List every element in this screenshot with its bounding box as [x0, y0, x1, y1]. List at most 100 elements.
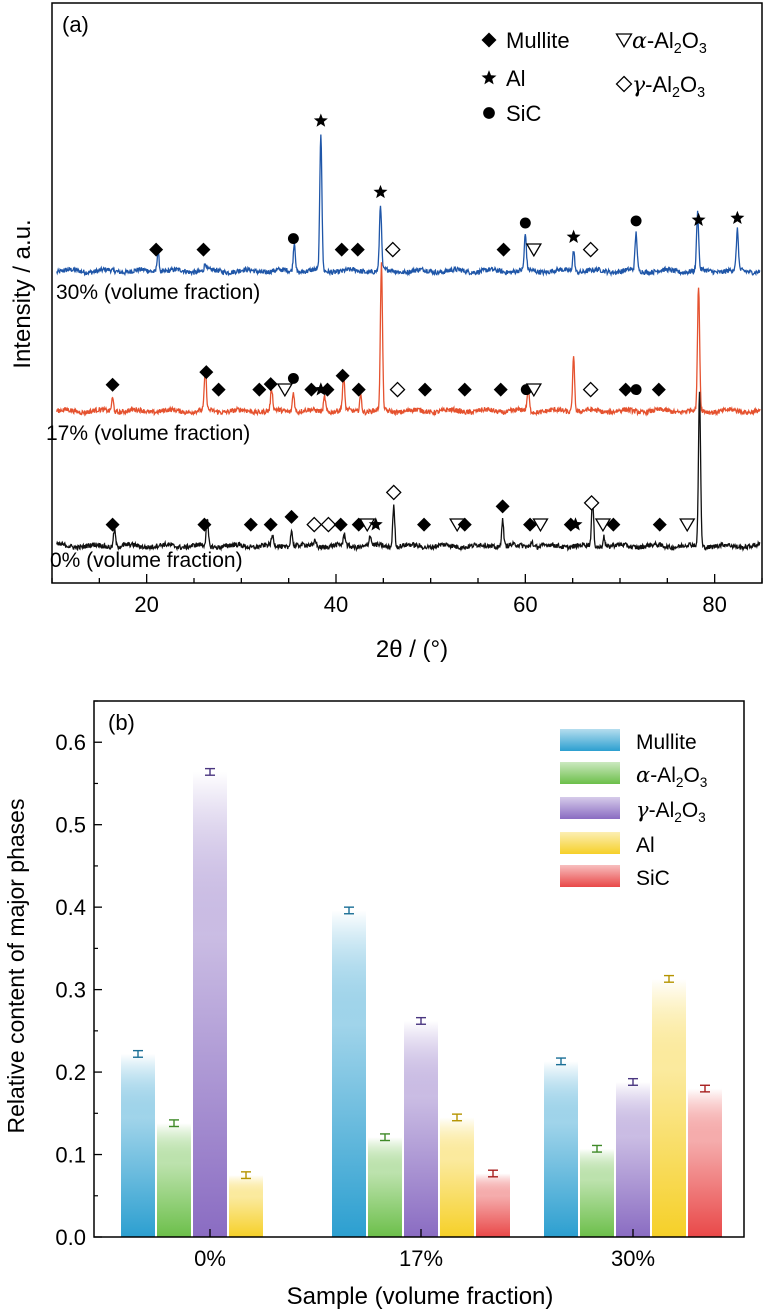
series-label-30: 30% (volume fraction): [56, 281, 260, 304]
legend-label: Al: [506, 66, 526, 91]
bar: [368, 1137, 402, 1237]
mullite-marker: [304, 382, 319, 397]
sic-marker: [483, 107, 495, 119]
mullite-marker: [105, 377, 120, 392]
legend-label: γ-Al2O3: [636, 798, 706, 825]
bar-panel: 0.0 0.1 0.2 0.3 0.4 0.5 0.6 0% 17% 30% (b) Mulli…: [3, 700, 745, 1310]
y-tick-label: 0.3: [55, 978, 86, 1003]
bar: [580, 1148, 614, 1237]
x-tick-label: 30%: [611, 1246, 655, 1271]
legend-label: SiC: [506, 101, 542, 126]
alpha-al2o3-marker: [679, 518, 696, 533]
mullite-marker: [493, 382, 508, 397]
sic-marker: [287, 233, 299, 245]
mullite-marker: [252, 382, 267, 397]
alpha-al2o3-marker: [525, 383, 542, 398]
mullite-marker: [652, 517, 667, 532]
al-marker: [566, 229, 581, 243]
bar: [476, 1173, 510, 1237]
y-tick-label: 0.2: [55, 1060, 86, 1085]
sic-marker: [630, 215, 642, 227]
legend-label: Al: [636, 834, 655, 857]
al-marker: [730, 210, 745, 225]
gamma-al2o3-marker: [615, 75, 633, 93]
bar: [193, 771, 227, 1237]
mullite-marker: [149, 242, 164, 257]
alpha-al2o3-marker: [594, 518, 612, 533]
xrd-curve: [56, 134, 761, 278]
plot-frame-a: [51, 2, 763, 584]
y-tick-label: 0.5: [55, 813, 86, 838]
x-axis-label-a: 2θ / (°): [376, 636, 448, 663]
mullite-marker: [651, 382, 666, 397]
x-tick-label: 40: [324, 592, 348, 617]
legend-a: Mullite Al SiC α-Al2O3 γ-Al2O3: [481, 28, 707, 126]
legend-swatch: [560, 729, 620, 751]
al-marker: [313, 382, 328, 396]
xrd-curve: [56, 391, 761, 553]
legend-swatch: [560, 797, 620, 819]
legend-label: Mullite: [506, 28, 570, 53]
legend-b: Mullite α-Al2O3 γ-Al2O3 Al SiC: [560, 729, 707, 890]
alpha-al2o3-marker: [276, 383, 294, 398]
x-axis-ticks-a: 20 40 60 80: [51, 574, 763, 617]
alpha-al2o3-marker: [615, 33, 633, 49]
al-marker: [691, 212, 706, 226]
mullite-marker: [196, 242, 211, 257]
gamma-al2o3-marker: [582, 241, 599, 258]
mullite-marker: [457, 382, 472, 397]
legend-label: SiC: [636, 867, 670, 890]
mullite-marker: [199, 365, 214, 380]
plot-frame-b: [93, 700, 745, 1238]
x-axis-label-b: Sample (volume fraction): [287, 1283, 554, 1310]
mullite-marker: [335, 368, 350, 383]
mullite-marker: [263, 517, 278, 532]
mullite-marker: [197, 517, 212, 532]
mullite-marker: [211, 382, 226, 397]
al-marker: [368, 517, 383, 531]
legend-label: γ-Al2O3: [632, 72, 705, 101]
y-tick-label: 0.6: [55, 730, 86, 755]
mullite-marker: [334, 242, 349, 257]
y-tick-label: 0.1: [55, 1143, 86, 1168]
series-label-17: 17% (volume fraction): [46, 422, 250, 445]
bars: [121, 767, 722, 1237]
mullite-marker: [618, 382, 633, 397]
sic-marker: [287, 372, 299, 384]
xrd-curves: [56, 134, 761, 553]
gamma-al2o3-marker: [320, 516, 337, 533]
mullite-marker: [350, 242, 365, 257]
y-axis-ticks-b: 0.0 0.1 0.2 0.3 0.4 0.5 0.6: [55, 700, 102, 1250]
legend-label: α-Al2O3: [632, 28, 707, 57]
mullite-marker: [263, 377, 278, 392]
y-axis-label-b: Relative content of major phases: [3, 799, 29, 1134]
legend-label: Mullite: [636, 731, 697, 754]
mullite-marker: [105, 517, 120, 532]
x-axis-ticks-b: 0% 17% 30%: [194, 1229, 655, 1271]
mullite-marker: [457, 517, 472, 532]
xrd-panel: 30% (volume fraction) 17% (volume fracti…: [9, 2, 763, 663]
gamma-al2o3-marker: [385, 484, 402, 501]
panel-label-b: (b): [108, 710, 135, 735]
x-tick-label: 0%: [194, 1246, 226, 1271]
mullite-marker: [320, 382, 335, 397]
bar: [157, 1123, 191, 1237]
y-tick-label: 0.4: [55, 895, 86, 920]
sic-marker: [519, 217, 531, 229]
mullite-marker: [417, 382, 432, 397]
mullite-marker: [523, 517, 538, 532]
bar: [652, 978, 686, 1237]
gamma-al2o3-marker: [384, 241, 401, 258]
mullite-marker: [496, 242, 511, 257]
gamma-al2o3-marker: [306, 516, 323, 533]
bar: [332, 910, 366, 1237]
bar: [229, 1175, 263, 1237]
y-tick-label: 0.0: [55, 1225, 86, 1250]
mullite-marker: [606, 517, 621, 532]
gamma-al2o3-marker: [389, 381, 406, 398]
mullite-marker: [243, 517, 258, 532]
phase-markers: [105, 113, 745, 533]
alpha-al2o3-marker: [525, 243, 542, 258]
sic-marker: [630, 384, 642, 396]
